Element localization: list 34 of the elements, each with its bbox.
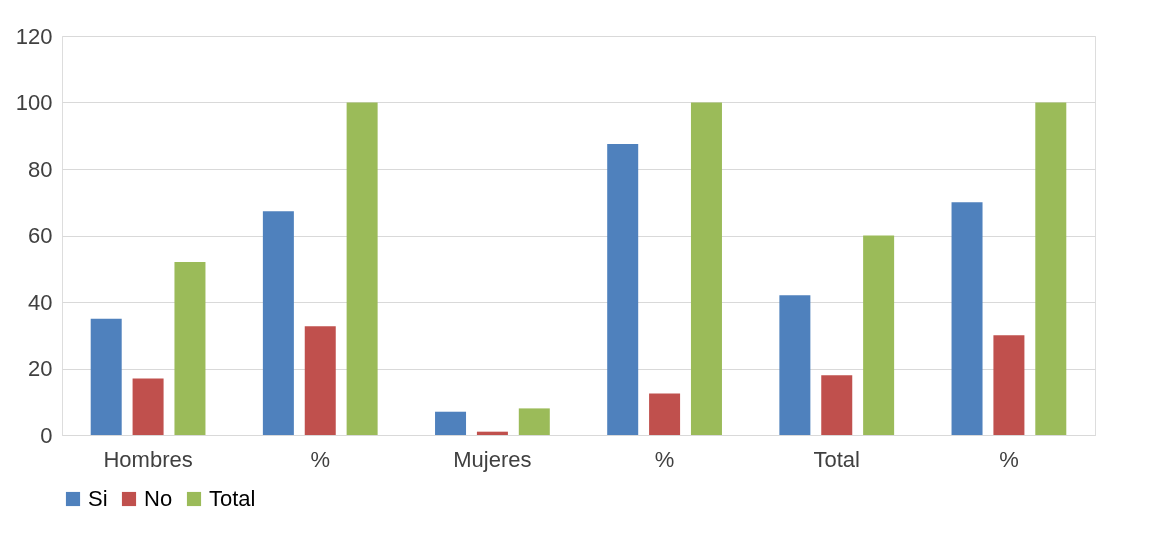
- y-tick-label: 80: [28, 156, 53, 182]
- bar: [779, 295, 811, 435]
- y-tick-label: 120: [15, 23, 53, 49]
- bar: [132, 378, 164, 435]
- bar: [90, 318, 122, 435]
- x-tick-label: %: [999, 446, 1019, 472]
- y-tick-label: 0: [40, 422, 53, 448]
- bar: [262, 211, 294, 435]
- x-tick-label: %: [654, 446, 675, 472]
- x-tick-label: Hombres: [103, 446, 193, 472]
- legend-label: Si: [88, 486, 108, 511]
- bar: [304, 326, 336, 435]
- x-tick-label: Total: [813, 446, 860, 472]
- y-tick-label: 100: [15, 90, 53, 115]
- bar: [174, 262, 206, 435]
- legend-label: No: [144, 486, 173, 511]
- bar: [346, 102, 378, 435]
- y-tick-label: 20: [28, 356, 53, 381]
- bar: [435, 411, 467, 435]
- bar: [518, 408, 550, 435]
- bar: [821, 375, 853, 435]
- bar: [1035, 102, 1067, 435]
- y-tick-label: 40: [28, 289, 53, 315]
- legend-label: Total: [209, 486, 256, 511]
- bar: [690, 102, 722, 435]
- bar: [863, 235, 895, 435]
- bar: [951, 202, 983, 435]
- x-tick-label: %: [310, 446, 331, 472]
- bar: [649, 393, 681, 435]
- bar: [607, 144, 639, 435]
- bar: [476, 431, 508, 435]
- y-tick-label: 60: [28, 223, 53, 248]
- x-tick-label: Mujeres: [453, 446, 532, 472]
- bar: [993, 335, 1025, 435]
